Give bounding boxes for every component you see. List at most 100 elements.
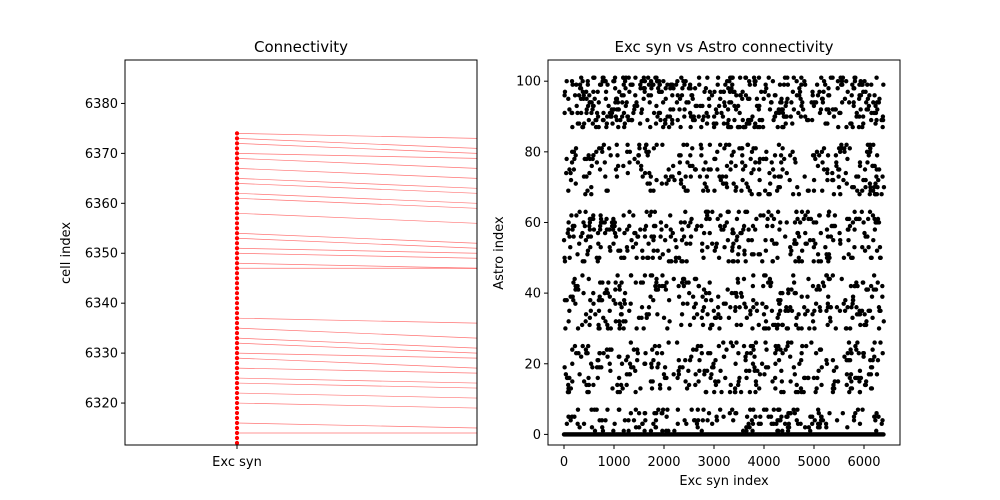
astro-point — [580, 124, 585, 130]
astro-point — [715, 305, 721, 310]
astro-point — [751, 273, 756, 278]
astro-point — [585, 343, 591, 349]
astro-point — [840, 82, 845, 87]
astro-point — [591, 213, 596, 218]
astro-point — [857, 192, 862, 197]
astro-point — [575, 326, 581, 331]
astro-point — [693, 382, 698, 388]
astro-point — [765, 280, 771, 285]
astro-point — [824, 425, 829, 430]
astro-point — [734, 184, 739, 190]
astro-point — [751, 305, 756, 310]
astro-point — [662, 117, 668, 123]
astro-point — [696, 75, 702, 80]
astro-point — [846, 216, 852, 222]
astro-point — [778, 220, 783, 225]
astro-point — [572, 414, 577, 419]
astro-point — [803, 213, 808, 218]
astro-point — [731, 230, 736, 236]
astro-point — [593, 117, 598, 123]
astro-point — [854, 280, 859, 285]
astro-point — [805, 294, 810, 299]
astro-point — [740, 428, 746, 434]
cell-point — [234, 331, 240, 336]
astro-point — [704, 121, 710, 126]
astro-point — [850, 220, 856, 225]
astro-point — [602, 230, 608, 236]
astro-point — [732, 290, 737, 296]
cell-point — [234, 196, 240, 201]
astro-point — [769, 160, 774, 165]
astro-point — [581, 93, 586, 98]
connection-line — [236, 192, 478, 204]
astro-point — [859, 209, 865, 215]
astro-point — [637, 121, 643, 126]
astro-point — [780, 107, 785, 112]
astro-point — [713, 358, 718, 363]
astro-point — [810, 93, 815, 98]
astro-point — [714, 110, 720, 116]
astro-point — [729, 153, 735, 158]
connection-line — [236, 232, 478, 244]
astro-point — [709, 241, 715, 246]
astro-point — [726, 86, 731, 91]
astro-point — [730, 343, 736, 349]
astro-point — [839, 276, 844, 282]
astro-point — [676, 358, 682, 363]
astro-point — [580, 230, 585, 236]
astro-point — [872, 184, 877, 190]
astro-point — [746, 421, 751, 427]
astro-point — [713, 156, 718, 162]
astro-point — [880, 124, 885, 130]
astro-point — [711, 361, 716, 366]
astro-point — [678, 220, 684, 225]
astro-point — [580, 78, 585, 84]
astro-point — [817, 425, 822, 430]
astro-point — [821, 283, 827, 289]
astro-point — [707, 103, 712, 109]
astro-point — [671, 372, 676, 377]
astro-point — [578, 354, 584, 359]
astro-point — [704, 213, 710, 218]
astro-point — [824, 273, 830, 278]
astro-point — [783, 347, 788, 352]
astro-point — [677, 160, 683, 165]
astro-point — [743, 75, 748, 80]
astro-point — [652, 343, 658, 349]
astro-point — [854, 305, 859, 310]
astro-point — [837, 149, 843, 155]
astro-point — [854, 110, 859, 116]
astro-point — [639, 315, 644, 321]
astro-point — [830, 107, 835, 112]
astro-point — [593, 312, 598, 317]
astro-point — [716, 312, 721, 317]
astro-point — [587, 216, 593, 222]
astro-point — [687, 358, 693, 363]
astro-point — [813, 220, 819, 225]
astro-point — [568, 170, 573, 176]
astro-point — [868, 146, 873, 151]
astro-point — [773, 343, 778, 349]
astro-point — [804, 241, 809, 246]
astro-point — [835, 78, 841, 84]
astro-point — [794, 418, 799, 423]
astro-point — [739, 294, 745, 299]
astro-point — [767, 170, 772, 176]
connection-line — [236, 377, 478, 384]
astro-point — [599, 418, 605, 423]
astro-point — [595, 89, 600, 94]
astro-point — [692, 167, 698, 172]
astro-point — [836, 124, 841, 130]
astro-title: Exc syn vs Astro connectivity — [614, 38, 833, 56]
astro-point — [682, 418, 687, 423]
astro-point — [815, 93, 821, 98]
astro-point — [641, 96, 646, 102]
astro-point — [629, 237, 634, 243]
astro-point — [634, 255, 639, 260]
astro-point — [774, 241, 779, 246]
astro-point — [874, 248, 880, 253]
astro-point — [726, 315, 732, 321]
cell-point — [234, 336, 240, 341]
astro-point — [756, 322, 761, 328]
astro-point — [814, 287, 819, 292]
